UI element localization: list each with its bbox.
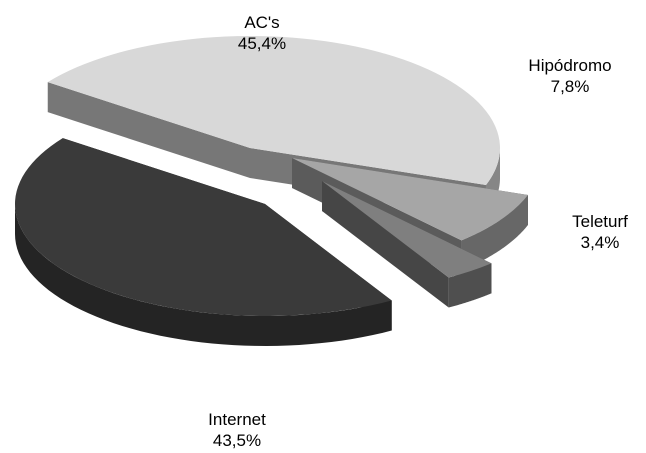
slice-label-internet-value: 43,5% — [212, 431, 262, 450]
pie-slice-top — [292, 158, 528, 241]
pie-slice-top — [322, 181, 492, 278]
slice-label-hipodromo: Hipódromo 7,8% — [510, 55, 630, 97]
pie-slice-internet — [14, 138, 392, 346]
slice-label-teleturf-value: 3,4% — [580, 233, 620, 252]
pie-slice-teleturf — [322, 181, 492, 308]
slice-label-teleturf: Teleturf 3,4% — [560, 211, 640, 253]
slice-label-internet: Internet 43,5% — [187, 409, 287, 451]
slice-label-acs-name: AC's — [244, 13, 280, 32]
slice-label-hipodromo-value: 7,8% — [550, 77, 590, 96]
slice-label-teleturf-name: Teleturf — [572, 212, 628, 231]
pie-slice-top — [14, 138, 392, 317]
pie-slice-wall — [322, 181, 449, 308]
pie-slice-side — [448, 263, 492, 308]
pie-slice-side — [461, 194, 528, 271]
slice-label-internet-name: Internet — [208, 410, 266, 429]
pie-slice-top — [47, 35, 501, 185]
pie-slice-wall — [47, 82, 250, 178]
slice-label-hipodromo-name: Hipódromo — [528, 56, 612, 75]
slice-label-acs: AC's 45,4% — [212, 12, 312, 54]
pie-slice-side — [15, 204, 392, 346]
slice-label-acs-value: 45,4% — [237, 34, 287, 53]
